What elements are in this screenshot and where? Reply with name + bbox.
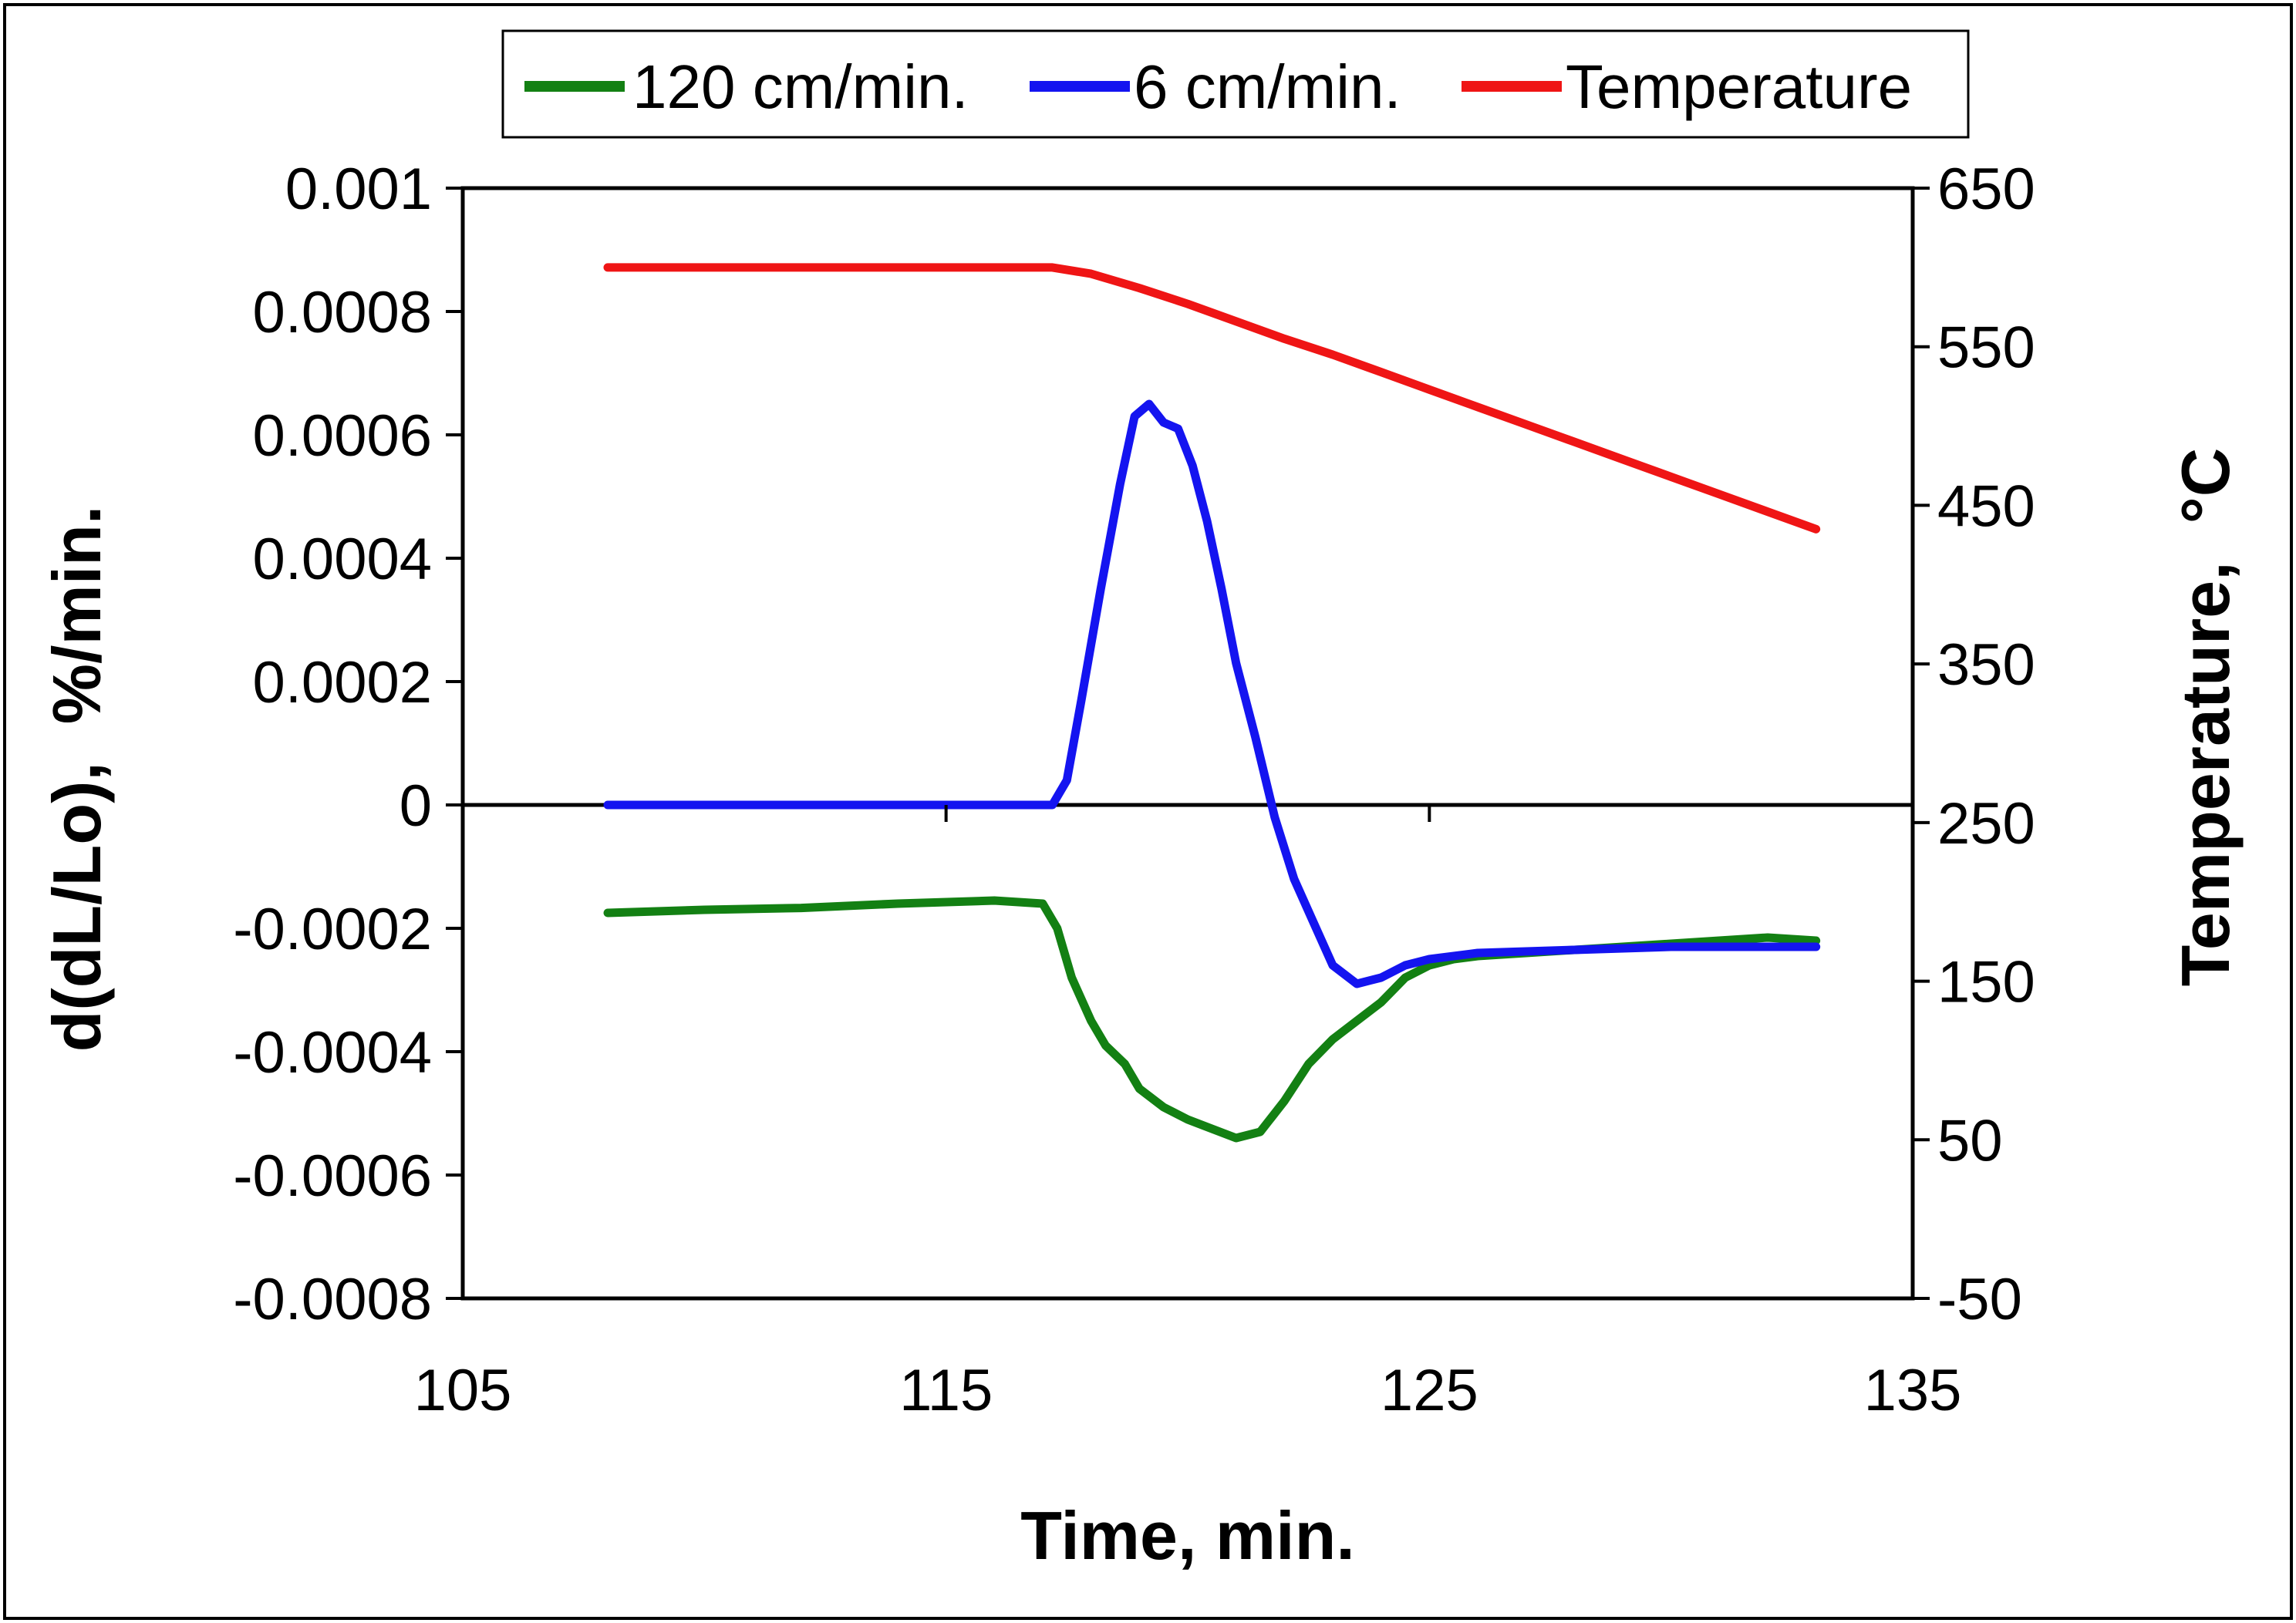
legend-label-120: 120 cm/min. <box>632 52 969 121</box>
x-axis-title: Time, min. <box>1020 1497 1355 1574</box>
y2-tick-label: 150 <box>1937 950 2035 1015</box>
series-temperature <box>603 263 1821 534</box>
y2-tick-label: 650 <box>1937 157 2035 222</box>
y2-tick-label: 450 <box>1937 473 2035 539</box>
y-tick-label: 0.0002 <box>253 650 432 716</box>
y-tick-label: 0.001 <box>285 157 432 222</box>
y-tick-label: -0.0006 <box>233 1143 432 1209</box>
y-tick-label: 0 <box>400 773 432 839</box>
y-tick-label: 0.0006 <box>253 403 432 469</box>
y2-tick-label: 350 <box>1937 632 2035 698</box>
y2-tick-label: 550 <box>1937 315 2035 381</box>
y2-tick-label: -50 <box>1937 1267 2022 1332</box>
plot-area <box>460 186 1915 1301</box>
y-tick-label: -0.0004 <box>233 1020 432 1086</box>
legend-box <box>501 29 1970 139</box>
y-tick-label: 0.0004 <box>253 527 432 592</box>
legend-label-6: 6 cm/min. <box>1134 52 1401 121</box>
y-tick-label: 0.0008 <box>253 280 432 345</box>
y-tick-label: -0.0002 <box>233 897 432 962</box>
x-tick-label: 115 <box>899 1358 993 1423</box>
y2-tick-label: 50 <box>1937 1108 2003 1173</box>
series-6-cm-min <box>603 399 1821 988</box>
x-tick-label: 105 <box>414 1358 512 1423</box>
y-axis-title: d(dL/Lo), %/min. <box>39 506 115 1052</box>
legend: 120 cm/min. 6 cm/min. Temperature <box>501 29 1970 139</box>
chart-border <box>3 3 2293 1620</box>
x-tick-label: 125 <box>1381 1358 1478 1423</box>
y-tick-label: -0.0008 <box>233 1267 432 1332</box>
x-tick-label: 135 <box>1864 1358 1962 1423</box>
y2-tick-label: 250 <box>1937 791 2035 857</box>
y2-axis-title: Temperature, °C <box>2167 448 2244 987</box>
legend-label-temperature: Temperature <box>1566 52 1912 121</box>
